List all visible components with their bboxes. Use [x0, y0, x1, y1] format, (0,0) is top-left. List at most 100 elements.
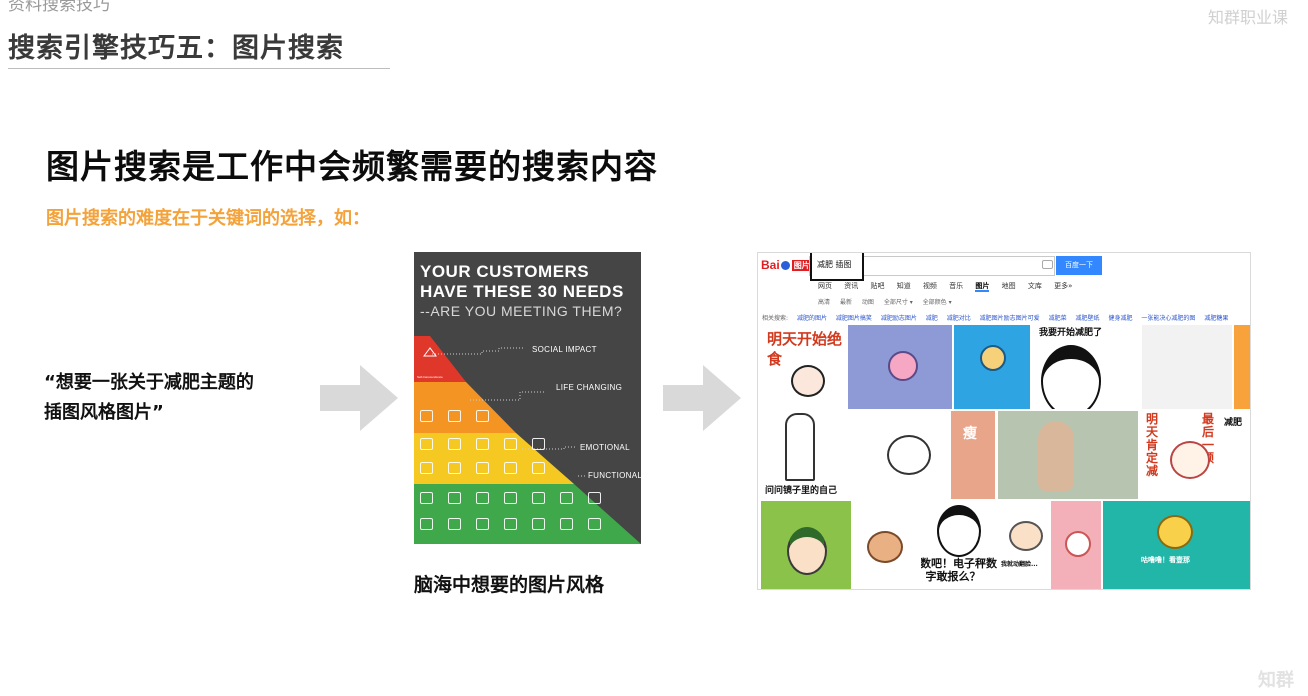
- result-thumbnail[interactable]: 问问镜子里的自己: [761, 411, 869, 499]
- query-highlight-box: 减肥 插图: [810, 253, 864, 281]
- camera-icon[interactable]: [1042, 260, 1053, 269]
- need-icon: [532, 518, 545, 530]
- need-icon: [504, 518, 517, 530]
- result-thumbnail[interactable]: 报数吧！电子秤数字敢报么？: [921, 501, 999, 589]
- need-icon: [448, 492, 461, 504]
- need-icon: [420, 410, 433, 422]
- poster-title-line-2: HAVE THESE 30 NEEDS: [420, 282, 624, 301]
- baidu-image-search-screenshot: Bai 图片 百度一下 减肥 插图 网页 资讯 贴吧 知道 视频 音乐 图片 地图…: [757, 252, 1251, 590]
- pyramid-tier-red: [414, 336, 466, 382]
- related-link[interactable]: 减肥菜: [1048, 315, 1067, 322]
- tab-video[interactable]: 视频: [922, 282, 937, 290]
- result-thumbnail[interactable]: [1142, 325, 1232, 409]
- result-thumbnail[interactable]: 咕噜噜！看壹那: [1103, 501, 1250, 589]
- need-icon: [476, 518, 489, 530]
- result-thumbnail[interactable]: 瘦: [951, 411, 995, 499]
- cartoon-face: [1041, 345, 1101, 409]
- pyramid-graphic: Self-transcendence: [414, 336, 641, 544]
- need-icon: [532, 492, 545, 504]
- search-intent-quote: “想要一张关于减肥主题的 插图风格图片”: [44, 368, 254, 428]
- baidu-logo-text: Bai: [761, 258, 780, 272]
- cartoon-face: [888, 351, 918, 381]
- mirror-icon: [785, 413, 815, 481]
- result-thumbnail[interactable]: 明天肯定减 最后一顿 减肥: [1142, 411, 1250, 499]
- need-icon: [504, 492, 517, 504]
- baidu-search-input[interactable]: [809, 256, 1055, 276]
- thumbnail-caption: 我要开始减肥了: [1039, 328, 1103, 338]
- tab-wenku[interactable]: 文库: [1027, 282, 1042, 290]
- need-icon: [476, 492, 489, 504]
- right-arrow-icon: [320, 365, 398, 431]
- tab-tieba[interactable]: 贴吧: [870, 282, 885, 290]
- tab-more[interactable]: 更多»: [1054, 282, 1073, 290]
- related-link[interactable]: 减肥: [925, 315, 938, 322]
- pyramid-tier-yellow: [414, 433, 574, 484]
- need-icon: [504, 462, 517, 474]
- result-thumbnail[interactable]: 我要开始减肥了: [1033, 325, 1139, 409]
- result-thumbnail[interactable]: [998, 411, 1138, 499]
- filter-gif[interactable]: 动图: [861, 299, 874, 306]
- filter-latest[interactable]: 最新: [839, 299, 852, 306]
- filter-size[interactable]: 全部尺寸 ▾: [883, 299, 913, 306]
- cartoon-face: [887, 435, 931, 475]
- cartoon-face: [787, 527, 827, 575]
- result-thumbnail[interactable]: [853, 501, 919, 589]
- tier-label-functional: FUNCTIONAL: [588, 471, 641, 480]
- need-icon: [420, 438, 433, 450]
- related-label: 相关搜索:: [762, 315, 789, 322]
- thumbnail-caption: 问问镜子里的自己: [765, 486, 838, 496]
- need-icon: [504, 438, 517, 450]
- cartoon-face: [1009, 521, 1043, 551]
- related-link[interactable]: 减肥对比: [946, 315, 971, 322]
- tab-map[interactable]: 地图: [1001, 282, 1016, 290]
- tab-web[interactable]: 网页: [818, 282, 832, 290]
- tab-images[interactable]: 图片: [975, 282, 990, 292]
- tab-news[interactable]: 资讯: [844, 282, 859, 290]
- result-thumbnail[interactable]: [1051, 501, 1101, 589]
- filter-color[interactable]: 全部颜色 ▾: [922, 299, 952, 306]
- cartoon-face: [1170, 441, 1210, 479]
- tab-zhidao[interactable]: 知道: [896, 282, 911, 290]
- related-link[interactable]: 减肥励志图片: [880, 315, 917, 322]
- result-thumbnail[interactable]: 我就动翻脸...: [1001, 501, 1049, 589]
- thumbnail-caption: 报数吧！电子秤数字敢报么？: [921, 557, 997, 583]
- quote-line-1: “想要一张关于减肥主题的: [44, 372, 254, 393]
- result-thumbnail[interactable]: [848, 325, 952, 409]
- baidu-filter-bar: 高清 最新 动图 全部尺寸 ▾ 全部颜色 ▾: [818, 297, 960, 306]
- brand-watermark: 知群职业课: [1207, 8, 1288, 27]
- right-arrow-icon: [663, 365, 741, 431]
- baidu-paw-icon: [780, 261, 790, 271]
- tier-label-emotional: EMOTIONAL: [580, 443, 630, 452]
- need-icon: [448, 518, 461, 530]
- result-thumbnail[interactable]: 明天开始绝食: [761, 325, 845, 409]
- related-link[interactable]: 健身减肥: [1108, 315, 1133, 322]
- need-icon: [448, 438, 461, 450]
- result-thumbnail[interactable]: [1234, 325, 1250, 409]
- cartoon-face: [1065, 531, 1091, 557]
- related-link[interactable]: 减肥壁纸: [1075, 315, 1100, 322]
- related-link[interactable]: 减肥图片励志图片可爱: [979, 315, 1040, 322]
- need-icon: [532, 438, 545, 450]
- related-link[interactable]: 减肥图片搞笑: [835, 315, 872, 322]
- result-thumbnail[interactable]: [954, 325, 1030, 409]
- slide-title: 搜索引擎技巧五：图片搜索: [8, 33, 344, 64]
- result-thumbnail[interactable]: [871, 411, 949, 499]
- baidu-logo-tag: 图片: [791, 260, 812, 272]
- need-icon: [560, 492, 573, 504]
- need-icon: [448, 410, 461, 422]
- filter-hd[interactable]: 高清: [818, 299, 831, 306]
- main-heading: 图片搜索是工作中会频繁需要的搜索内容: [46, 147, 658, 186]
- result-thumbnail[interactable]: [761, 501, 851, 589]
- cartoon-face: [867, 531, 903, 563]
- tab-music[interactable]: 音乐: [949, 282, 964, 290]
- svg-text:Self-transcendence: Self-transcendence: [417, 375, 443, 379]
- related-link[interactable]: 减肥的图片: [796, 315, 827, 322]
- thumbnail-caption: 减肥: [1224, 418, 1243, 428]
- baidu-search-button[interactable]: 百度一下: [1056, 256, 1102, 275]
- cartoon-face: [980, 345, 1006, 371]
- related-link[interactable]: 一张能决心减肥的图: [1141, 315, 1196, 322]
- related-link[interactable]: 减肥糖果: [1204, 315, 1229, 322]
- search-query-text[interactable]: 减肥 插图: [817, 260, 852, 269]
- baidu-logo: Bai 图片: [761, 258, 812, 272]
- pyramid-tier-green: [414, 484, 641, 544]
